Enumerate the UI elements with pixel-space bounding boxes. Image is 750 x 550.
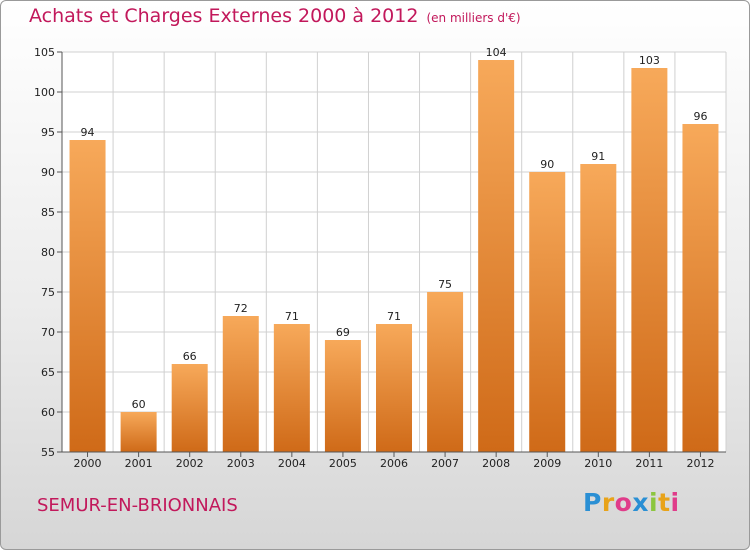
x-tick-label-2003: 2003 bbox=[227, 457, 255, 470]
x-tick-label-2002: 2002 bbox=[176, 457, 204, 470]
data-label-2002: 66 bbox=[183, 350, 197, 363]
y-tick-label: 95 bbox=[41, 126, 55, 139]
y-tick-label: 105 bbox=[34, 46, 55, 59]
data-label-2012: 96 bbox=[693, 110, 707, 123]
bar-2009 bbox=[529, 172, 566, 452]
bar-2010 bbox=[580, 164, 617, 452]
x-tick-label-2012: 2012 bbox=[686, 457, 714, 470]
y-tick-label: 70 bbox=[41, 326, 55, 339]
y-tick-label: 65 bbox=[41, 366, 55, 379]
data-label-2007: 75 bbox=[438, 278, 452, 291]
chart-subtitle: (en milliers d'€) bbox=[426, 11, 521, 25]
bar-2012 bbox=[682, 124, 719, 452]
data-label-2000: 94 bbox=[81, 126, 95, 139]
x-tick-label-2011: 2011 bbox=[635, 457, 663, 470]
bar-2004 bbox=[273, 324, 310, 452]
bar-2008 bbox=[478, 60, 515, 452]
y-tick-label: 80 bbox=[41, 246, 55, 259]
bar-2005 bbox=[324, 340, 361, 452]
logo-letter: o bbox=[614, 488, 633, 517]
data-label-2011: 103 bbox=[639, 54, 660, 67]
x-tick-label-2009: 2009 bbox=[533, 457, 561, 470]
proxiti-logo: Proxiti bbox=[583, 488, 680, 517]
data-label-2005: 69 bbox=[336, 326, 350, 339]
data-label-2006: 71 bbox=[387, 310, 401, 323]
y-tick-label: 85 bbox=[41, 206, 55, 219]
logo-letter: i bbox=[649, 488, 659, 517]
x-tick-label-2005: 2005 bbox=[329, 457, 357, 470]
bar-2007 bbox=[427, 292, 464, 452]
logo-letter: r bbox=[601, 488, 615, 517]
bar-2011 bbox=[631, 68, 668, 452]
x-tick-label-2001: 2001 bbox=[125, 457, 153, 470]
bar-2002 bbox=[171, 364, 208, 452]
chart-title: Achats et Charges Externes 2000 à 2012 (e… bbox=[29, 5, 521, 27]
y-tick-label: 75 bbox=[41, 286, 55, 299]
y-tick-label: 90 bbox=[41, 166, 55, 179]
y-tick-label: 55 bbox=[41, 446, 55, 459]
logo-letter: P bbox=[583, 488, 602, 517]
data-label-2004: 71 bbox=[285, 310, 299, 323]
x-tick-label-2010: 2010 bbox=[584, 457, 612, 470]
logo-letter: x bbox=[632, 488, 649, 517]
x-tick-label-2007: 2007 bbox=[431, 457, 459, 470]
data-label-2003: 72 bbox=[234, 302, 248, 315]
y-tick-label: 100 bbox=[34, 86, 55, 99]
data-label-2001: 60 bbox=[132, 398, 146, 411]
data-label-2010: 91 bbox=[591, 150, 605, 163]
data-label-2008: 104 bbox=[486, 46, 507, 59]
logo-letter: t bbox=[658, 488, 671, 517]
commune-name: SEMUR-EN-BRIONNAIS bbox=[37, 495, 238, 516]
y-tick-label: 60 bbox=[41, 406, 55, 419]
bar-2006 bbox=[376, 324, 412, 452]
data-label-2009: 90 bbox=[540, 158, 554, 171]
bar-2000 bbox=[69, 140, 106, 452]
x-tick-label-2006: 2006 bbox=[380, 457, 408, 470]
x-tick-label-2000: 2000 bbox=[74, 457, 102, 470]
x-tick-label-2008: 2008 bbox=[482, 457, 510, 470]
bar-2003 bbox=[222, 316, 259, 452]
logo-letter: i bbox=[670, 488, 680, 517]
bar-2001 bbox=[120, 412, 157, 452]
x-tick-label-2004: 2004 bbox=[278, 457, 306, 470]
